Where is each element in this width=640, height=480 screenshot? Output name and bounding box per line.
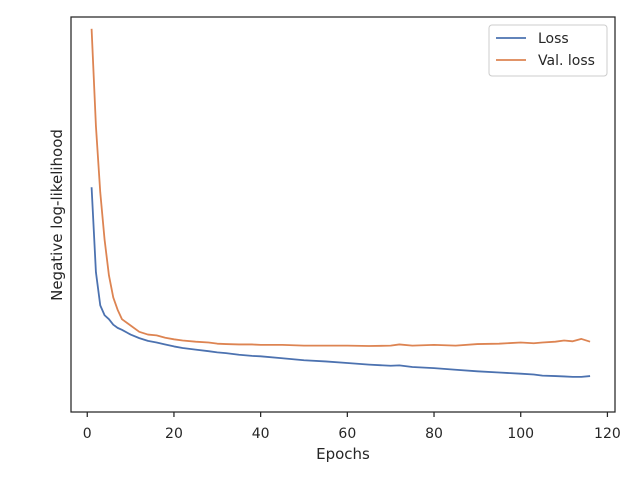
x-tick-label: 20 <box>165 426 183 442</box>
x-tick-label: 120 <box>594 426 621 442</box>
series-layer <box>90 28 591 378</box>
x-tick-label: 80 <box>425 426 443 442</box>
x-axis-label: Epochs <box>316 445 370 463</box>
y-axis-label: Negative log-likelihood <box>48 129 66 301</box>
x-tick-label: 0 <box>83 426 92 442</box>
x-tick-label: 40 <box>252 426 270 442</box>
series-line-val-loss <box>90 28 591 347</box>
legend: Loss Val. loss <box>488 24 608 77</box>
series-line-loss <box>90 187 591 378</box>
x-tick-label: 100 <box>507 426 534 442</box>
x-axis-ticks: 0 20 40 60 80 100 120 <box>83 412 621 442</box>
x-tick-label: 60 <box>338 426 356 442</box>
legend-label-val-loss: Val. loss <box>538 53 595 69</box>
plot-frame <box>70 16 616 413</box>
legend-label-loss: Loss <box>538 31 569 47</box>
